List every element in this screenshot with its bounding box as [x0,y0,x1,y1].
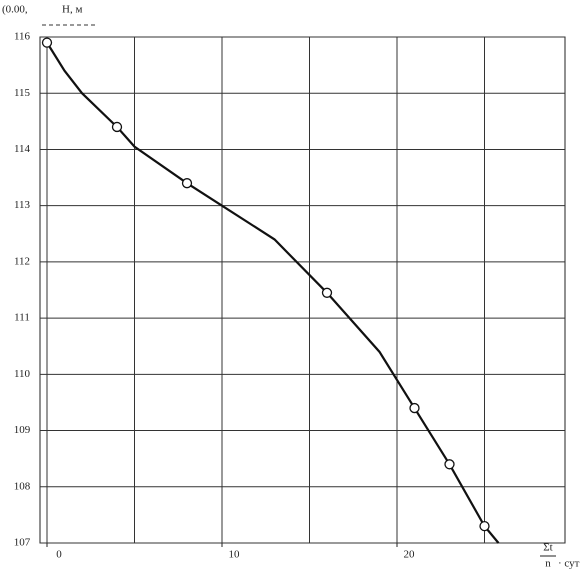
marker [41,37,53,48]
line [46,42,500,544]
y-tick-label: 108 [14,480,31,492]
marker [444,459,455,470]
marker [111,121,123,133]
x-label-denominator: n [545,558,551,570]
x-tick-label: 20 [404,549,416,561]
y-tick-label: 110 [14,368,31,380]
x-label-unit: · сут [558,558,580,570]
x-tick-label: 0 [56,549,62,561]
marker [321,287,333,298]
y-tick-label: 109 [14,424,31,436]
y-tick-label: 112 [14,255,30,267]
x-tick-label: 10 [229,549,241,561]
marker [181,178,193,189]
y-tick-label: 111 [14,312,30,324]
y-tick-label: 114 [14,143,31,155]
y-tick-label: 116 [14,31,31,43]
y-axis-label: Н, м [62,4,82,16]
y-tick-label: 115 [14,87,31,99]
x-label-numerator: Σt [543,542,552,554]
marker [479,520,490,532]
marker [409,402,420,414]
y-annotation: (0.00, [2,4,28,16]
plot-frame [39,36,566,544]
y-tick-label: 113 [14,199,31,211]
y-tick-label: 107 [14,537,31,549]
